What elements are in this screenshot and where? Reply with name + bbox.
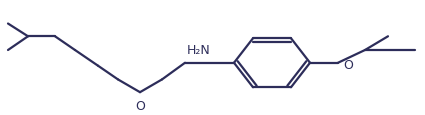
Text: O: O [135, 99, 145, 112]
Text: H₂N: H₂N [187, 43, 211, 56]
Text: O: O [343, 59, 353, 72]
